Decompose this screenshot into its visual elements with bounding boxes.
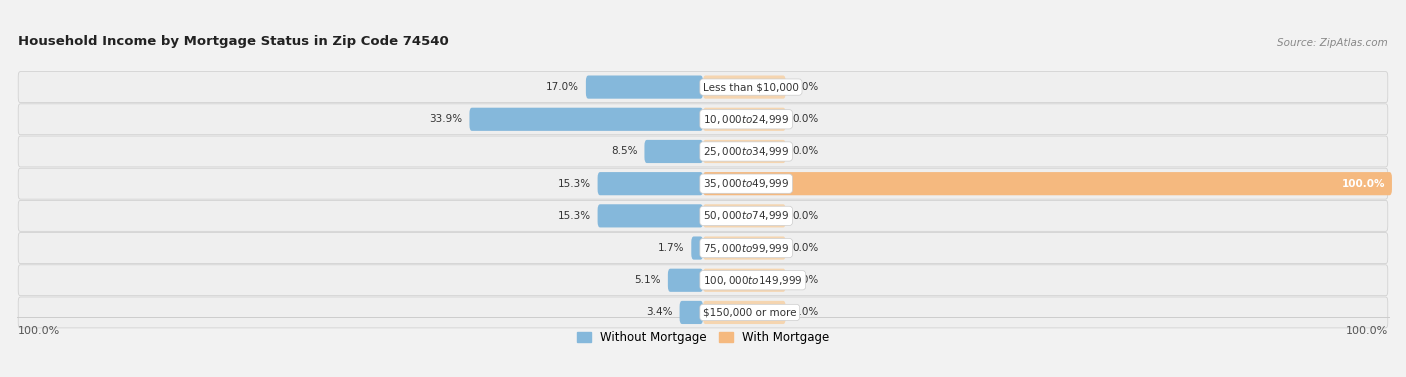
FancyBboxPatch shape [470,108,703,131]
Text: $25,000 to $34,999: $25,000 to $34,999 [703,145,789,158]
FancyBboxPatch shape [703,172,1392,195]
FancyBboxPatch shape [18,297,1388,328]
FancyBboxPatch shape [598,204,703,227]
Text: 17.0%: 17.0% [546,82,579,92]
Legend: Without Mortgage, With Mortgage: Without Mortgage, With Mortgage [572,326,834,349]
Text: 0.0%: 0.0% [793,243,818,253]
Text: 0.0%: 0.0% [793,114,818,124]
FancyBboxPatch shape [586,75,703,99]
FancyBboxPatch shape [703,204,786,227]
Text: $150,000 or more: $150,000 or more [703,308,797,317]
Text: $35,000 to $49,999: $35,000 to $49,999 [703,177,789,190]
FancyBboxPatch shape [18,104,1388,135]
Text: $10,000 to $24,999: $10,000 to $24,999 [703,113,789,126]
Text: 100.0%: 100.0% [18,326,60,336]
FancyBboxPatch shape [18,265,1388,296]
Text: 8.5%: 8.5% [612,147,637,156]
FancyBboxPatch shape [18,168,1388,199]
FancyBboxPatch shape [679,301,703,324]
Text: 5.1%: 5.1% [634,275,661,285]
Text: Less than $10,000: Less than $10,000 [703,82,799,92]
Text: 15.3%: 15.3% [558,179,591,188]
FancyBboxPatch shape [668,269,703,292]
FancyBboxPatch shape [692,236,703,260]
FancyBboxPatch shape [18,136,1388,167]
FancyBboxPatch shape [703,108,786,131]
FancyBboxPatch shape [598,172,703,195]
Text: 100.0%: 100.0% [1346,326,1388,336]
FancyBboxPatch shape [703,236,786,260]
Text: 33.9%: 33.9% [429,114,463,124]
Text: $50,000 to $74,999: $50,000 to $74,999 [703,209,789,222]
Text: 0.0%: 0.0% [793,308,818,317]
Text: $100,000 to $149,999: $100,000 to $149,999 [703,274,803,287]
Text: 1.7%: 1.7% [658,243,685,253]
Text: 3.4%: 3.4% [647,308,672,317]
Text: 0.0%: 0.0% [793,147,818,156]
Text: 15.3%: 15.3% [558,211,591,221]
FancyBboxPatch shape [18,72,1388,103]
Text: Household Income by Mortgage Status in Zip Code 74540: Household Income by Mortgage Status in Z… [18,35,449,49]
Text: 0.0%: 0.0% [793,82,818,92]
Text: 100.0%: 100.0% [1341,179,1385,188]
FancyBboxPatch shape [18,201,1388,231]
Text: $75,000 to $99,999: $75,000 to $99,999 [703,242,789,254]
FancyBboxPatch shape [703,140,786,163]
Text: 0.0%: 0.0% [793,275,818,285]
FancyBboxPatch shape [703,269,786,292]
FancyBboxPatch shape [18,233,1388,264]
FancyBboxPatch shape [703,75,786,99]
Text: 0.0%: 0.0% [793,211,818,221]
FancyBboxPatch shape [703,301,786,324]
Text: Source: ZipAtlas.com: Source: ZipAtlas.com [1277,38,1388,49]
FancyBboxPatch shape [644,140,703,163]
